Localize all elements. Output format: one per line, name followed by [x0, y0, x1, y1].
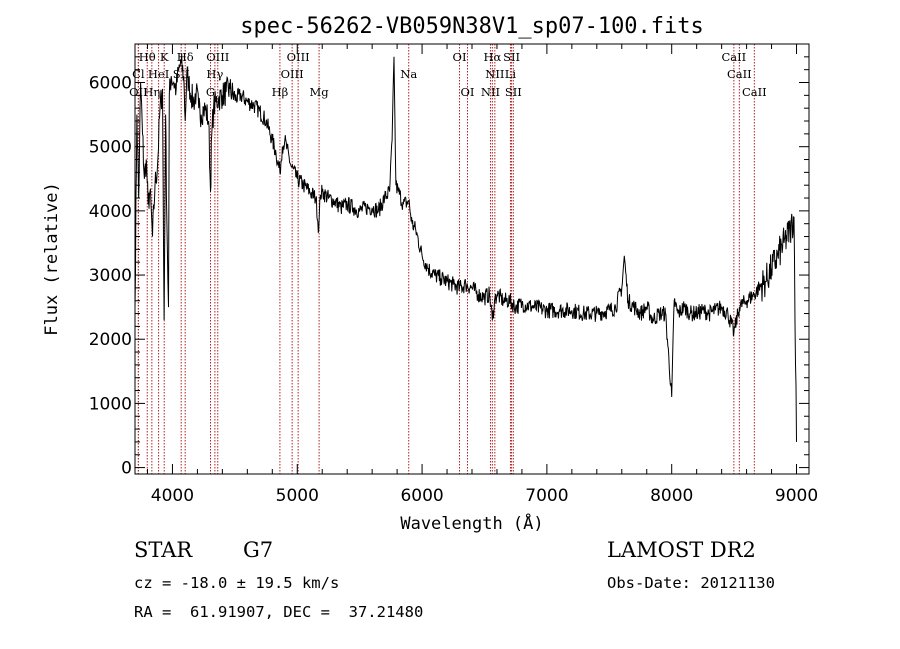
line-label: Li [505, 67, 517, 81]
line-label: Hδ [177, 50, 194, 64]
plot-frame [134, 43, 810, 475]
x-tick-label: 5000 [276, 486, 319, 506]
y-axis-label: Flux (relative) [42, 182, 62, 336]
y-tick-label: 2000 [89, 330, 132, 350]
x-tick-label: 4000 [151, 486, 194, 506]
line-label: Hβ [272, 85, 289, 99]
redshift-text: cz = -18.0 ± 19.5 km/s [134, 574, 340, 592]
line-label: K [160, 50, 169, 64]
line-label: Mg [310, 85, 330, 99]
object-subclass: G7 [243, 538, 274, 562]
coordinates: RA = 61.91907, DEC = 37.21480 [134, 603, 424, 621]
line-label: Hγ [206, 67, 223, 81]
spectrum-line [134, 53, 797, 442]
line-label: Hθ [139, 50, 156, 64]
line-label: OI [461, 85, 475, 99]
line-label: SII [503, 50, 520, 64]
survey-label: LAMOST DR2 [607, 538, 756, 562]
y-tick-label: 3000 [89, 266, 132, 286]
line-label: SII [505, 85, 522, 99]
line-label: OII [129, 85, 148, 99]
line-label: SII [173, 67, 190, 81]
x-tick-label: 7000 [525, 486, 568, 506]
line-label: CaII [742, 85, 767, 99]
line-markers [137, 44, 755, 474]
x-tick-label: 9000 [775, 486, 818, 506]
line-label: OIII [281, 67, 304, 81]
line-label: CaII [727, 67, 752, 81]
line-label: Hη [143, 85, 160, 99]
line-label: CaII [721, 50, 746, 64]
line-label: OIII [287, 50, 310, 64]
obs-date: Obs-Date: 20121130 [607, 574, 775, 592]
y-tick-label: 5000 [89, 138, 132, 158]
x-tick-label: 8000 [650, 486, 693, 506]
line-label: G [206, 85, 215, 99]
line-label: OIII [206, 50, 229, 64]
line-label: OI [453, 50, 467, 64]
y-tick-label: 0 [121, 459, 132, 479]
line-label: Cl [132, 67, 145, 81]
line-label: NII [485, 67, 504, 81]
y-tick-label: 1000 [89, 394, 132, 414]
y-axis: 0 1000 2000 3000 4000 5000 6000 [89, 56, 809, 479]
x-axis: 4000 5000 6000 7000 8000 9000 [146, 44, 818, 506]
line-label: HeI [148, 67, 169, 81]
chart-title: spec-56262-VB059N38V1_sp07-100.fits [240, 14, 704, 39]
y-tick-label: 6000 [89, 74, 132, 94]
object-class: STAR [134, 538, 193, 562]
line-label: Na [400, 67, 417, 81]
x-tick-label: 6000 [400, 486, 443, 506]
line-label: NII [481, 85, 500, 99]
x-axis-label: Wavelength (Å) [400, 512, 543, 534]
y-tick-label: 4000 [89, 202, 132, 222]
line-label: Hα [483, 50, 501, 64]
